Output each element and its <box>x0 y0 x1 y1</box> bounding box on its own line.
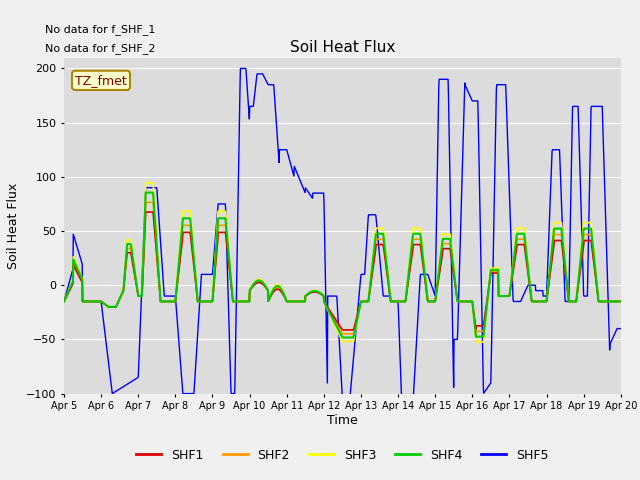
Title: Soil Heat Flux: Soil Heat Flux <box>290 40 395 55</box>
Text: No data for f_SHF_1: No data for f_SHF_1 <box>45 24 155 35</box>
Text: No data for f_SHF_2: No data for f_SHF_2 <box>45 43 156 54</box>
Text: TZ_fmet: TZ_fmet <box>75 74 127 87</box>
X-axis label: Time: Time <box>327 414 358 427</box>
Y-axis label: Soil Heat Flux: Soil Heat Flux <box>8 182 20 269</box>
Legend: SHF1, SHF2, SHF3, SHF4, SHF5: SHF1, SHF2, SHF3, SHF4, SHF5 <box>131 444 554 467</box>
